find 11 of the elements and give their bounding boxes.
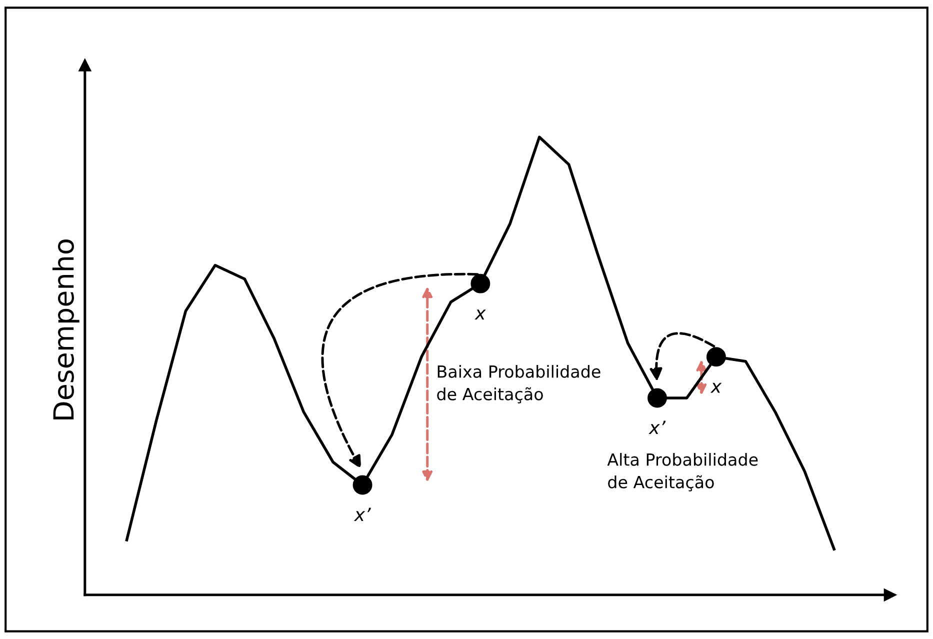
annotation: Baixa Probabilidade de Aceitação xyxy=(437,364,600,404)
y-axis-title: Desempenho xyxy=(52,240,80,420)
point xyxy=(706,347,726,367)
annotation: x xyxy=(474,310,486,320)
point xyxy=(352,475,372,495)
annotation: x’ xyxy=(648,420,666,434)
annotation: Alta Probabilidade de Aceitação xyxy=(607,452,758,492)
point xyxy=(648,388,667,408)
annotation: x’ xyxy=(354,508,371,521)
annotation: x xyxy=(710,382,722,393)
point xyxy=(470,274,490,294)
